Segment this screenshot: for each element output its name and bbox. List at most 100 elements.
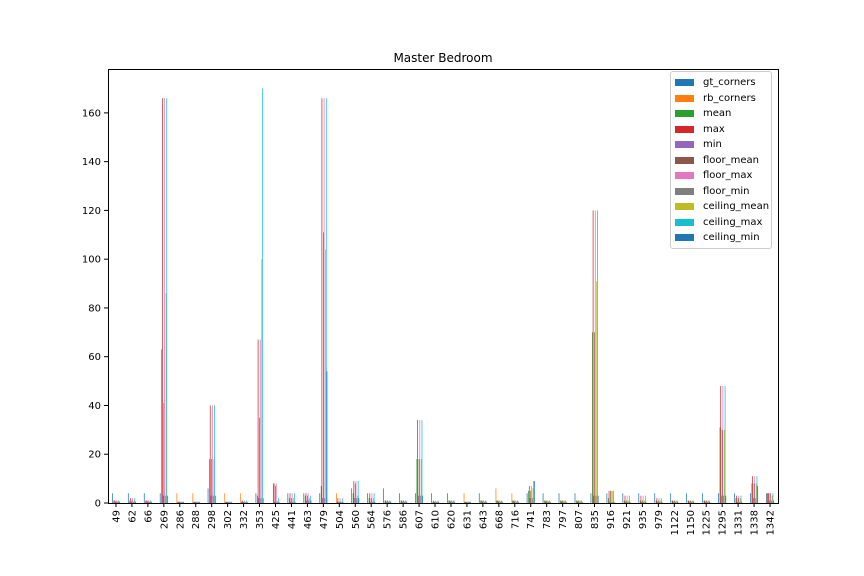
bar-ceiling_mean-643 <box>484 500 486 503</box>
y-tick-label: 20 <box>88 450 101 461</box>
bar-mean-716 <box>512 500 513 503</box>
bar-ceiling_max-62 <box>134 498 136 503</box>
bar-ceiling_mean-935 <box>644 500 645 503</box>
x-tick-label: 564 <box>367 510 378 529</box>
bar-gt_corners-1295 <box>718 493 719 503</box>
bar-floor_min-935 <box>643 501 645 503</box>
bar-ceiling_min-1342 <box>773 500 775 503</box>
bar-min-1342 <box>768 500 770 503</box>
bar-gt_corners-479 <box>319 493 321 503</box>
bar-floor_mean-1150 <box>689 500 691 503</box>
bar-ceiling_min-1122 <box>677 501 679 503</box>
bar-gt_corners-353 <box>255 493 257 503</box>
bar-mean-504 <box>336 501 338 503</box>
bar-floor_max-1150 <box>690 500 692 503</box>
bar-max-441 <box>289 493 291 503</box>
legend-item-floor_max: floor_max <box>671 168 771 183</box>
bar-floor_min-288 <box>196 501 198 503</box>
bar-ceiling_min-668 <box>502 501 503 503</box>
bar-rb_corners-504 <box>336 493 337 503</box>
bar-ceiling_mean-463 <box>309 498 310 503</box>
bar-floor_min-668 <box>499 501 501 503</box>
bar-floor_max-504 <box>339 498 341 503</box>
bar-max-288 <box>193 501 195 503</box>
bar-ceiling_mean-66 <box>149 500 151 503</box>
bar-floor_max-935 <box>642 495 644 503</box>
bar-ceiling_min-783 <box>549 501 551 503</box>
bar-mean-560 <box>352 493 354 503</box>
bar-mean-916 <box>607 498 609 503</box>
bar-max-935 <box>640 495 642 503</box>
legend-item-mean: mean <box>671 106 771 121</box>
bar-floor_max-1331 <box>738 495 740 503</box>
bar-floor_max-668 <box>499 500 500 503</box>
x-tick-label: 286 <box>175 510 186 529</box>
bar-floor_mean-564 <box>370 498 372 503</box>
legend-item-gt_corners: gt_corners <box>671 75 771 90</box>
bar-floor_mean-1122 <box>673 500 675 503</box>
bar-mean-1338 <box>751 483 753 503</box>
x-tick-label: 332 <box>239 510 250 529</box>
bar-ceiling_mean-302 <box>229 501 231 503</box>
bar-mean-463 <box>304 495 306 503</box>
bar-min-269 <box>162 495 164 503</box>
x-tick-label: 1225 <box>702 510 713 535</box>
bar-mean-1342 <box>767 493 769 503</box>
x-axis: 49 62 66 269 286 288 298 302 332 353 425 441 463 479 5… <box>111 503 777 535</box>
bar-floor_mean-441 <box>291 498 292 503</box>
bar-ceiling_mean-441 <box>293 498 294 503</box>
bar-floor_mean-66 <box>147 500 149 503</box>
bar-min-607 <box>417 495 419 503</box>
bar-ceiling_min-716 <box>518 501 519 503</box>
bar-ceiling_min-425 <box>278 501 280 503</box>
legend-swatch <box>675 141 694 148</box>
bar-floor_mean-741 <box>530 490 532 503</box>
y-tick-label: 100 <box>82 255 101 266</box>
bar-ceiling_max-576 <box>389 500 391 503</box>
bar-ceiling_min-441 <box>294 501 296 503</box>
x-tick-label: 576 <box>383 510 394 529</box>
bar-ceiling_mean-298 <box>213 459 215 503</box>
bar-ceiling_min-1150 <box>693 501 695 503</box>
bar-min-288 <box>194 501 196 503</box>
bar-ceiling_mean-425 <box>277 500 279 503</box>
bar-ceiling_mean-610 <box>436 501 438 503</box>
bar-ceiling_max-332 <box>246 500 247 503</box>
x-tick-label: 643 <box>478 510 489 529</box>
bar-ceiling_max-425 <box>278 498 279 503</box>
bar-min-425 <box>274 501 276 503</box>
bar-rb_corners-716 <box>511 493 513 503</box>
bar-mean-286 <box>177 501 178 503</box>
bar-ceiling_mean-269 <box>165 293 167 503</box>
bar-floor_max-620 <box>451 500 453 503</box>
y-tick-label: 40 <box>88 401 101 412</box>
bar-max-607 <box>417 420 418 503</box>
bar-gt_corners-66 <box>143 493 145 503</box>
legend-item-rb_corners: rb_corners <box>671 91 771 106</box>
bar-min-797 <box>561 501 563 503</box>
bar-floor_min-1225 <box>707 501 709 503</box>
bar-min-783 <box>545 501 547 503</box>
bar-min-1122 <box>673 501 674 503</box>
bar-ceiling_mean-835 <box>596 281 598 503</box>
bar-floor_max-332 <box>243 500 245 503</box>
bar-gt_corners-797 <box>558 493 560 503</box>
bar-mean-668 <box>496 500 498 503</box>
bar-floor_min-441 <box>292 501 294 503</box>
bar-min-564 <box>370 501 371 503</box>
bar-floor_mean-935 <box>642 500 643 503</box>
bar-floor_min-1150 <box>691 501 693 503</box>
x-tick-label: 425 <box>271 510 282 529</box>
bar-ceiling_mean-564 <box>373 498 374 503</box>
x-tick-label: 353 <box>255 510 266 529</box>
bar-mean-564 <box>368 498 370 503</box>
bar-ceiling_mean-479 <box>325 249 326 503</box>
bar-floor_mean-631 <box>466 501 468 503</box>
bar-min-668 <box>497 501 499 503</box>
bar-mean-1122 <box>671 500 673 503</box>
legend-label: gt_corners <box>703 77 756 88</box>
bar-floor_min-807 <box>579 501 581 503</box>
bar-ceiling_mean-286 <box>181 501 183 503</box>
bar-floor_max-835 <box>594 210 596 504</box>
bar-floor_max-62 <box>132 498 134 503</box>
